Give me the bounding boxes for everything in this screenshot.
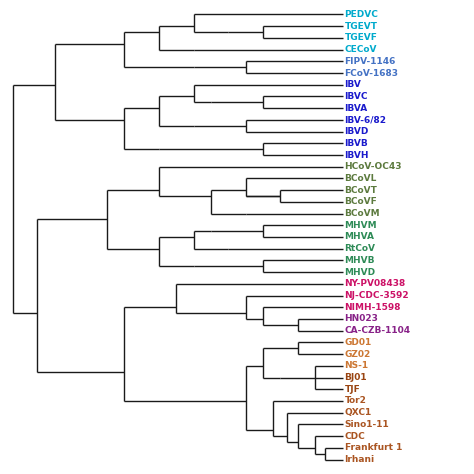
Text: TGEVF: TGEVF bbox=[345, 33, 377, 42]
Text: FCoV-1683: FCoV-1683 bbox=[345, 69, 399, 78]
Text: MHVD: MHVD bbox=[345, 268, 376, 277]
Text: BCoVM: BCoVM bbox=[345, 209, 380, 218]
Text: IBVD: IBVD bbox=[345, 127, 369, 136]
Text: RtCoV: RtCoV bbox=[345, 244, 375, 253]
Text: MHVM: MHVM bbox=[345, 221, 377, 230]
Text: Irhani: Irhani bbox=[345, 455, 374, 464]
Text: IBVH: IBVH bbox=[345, 151, 369, 160]
Text: CDC: CDC bbox=[345, 432, 365, 441]
Text: TJF: TJF bbox=[345, 385, 360, 394]
Text: CA-CZB-1104: CA-CZB-1104 bbox=[345, 326, 410, 335]
Text: QXC1: QXC1 bbox=[345, 408, 372, 417]
Text: MHVB: MHVB bbox=[345, 256, 375, 265]
Text: BCoVL: BCoVL bbox=[345, 174, 377, 183]
Text: Tor2: Tor2 bbox=[345, 396, 366, 405]
Text: HCoV-OC43: HCoV-OC43 bbox=[345, 162, 402, 171]
Text: Sino1-11: Sino1-11 bbox=[345, 420, 389, 429]
Text: TGEVT: TGEVT bbox=[345, 22, 378, 31]
Text: IBVC: IBVC bbox=[345, 92, 368, 101]
Text: MHVA: MHVA bbox=[345, 233, 374, 241]
Text: HN023: HN023 bbox=[345, 314, 378, 323]
Text: IBVB: IBVB bbox=[345, 139, 368, 148]
Text: BCoVT: BCoVT bbox=[345, 186, 377, 195]
Text: PEDVC: PEDVC bbox=[345, 10, 378, 19]
Text: CECoV: CECoV bbox=[345, 45, 377, 54]
Text: IBVA: IBVA bbox=[345, 104, 368, 113]
Text: BCoVF: BCoVF bbox=[345, 197, 377, 206]
Text: BJ01: BJ01 bbox=[345, 373, 367, 382]
Text: GZ02: GZ02 bbox=[345, 350, 371, 359]
Text: NJ-CDC-3592: NJ-CDC-3592 bbox=[345, 291, 409, 300]
Text: IBV: IBV bbox=[345, 80, 362, 89]
Text: NY-PV08438: NY-PV08438 bbox=[345, 279, 406, 288]
Text: NS-1: NS-1 bbox=[345, 361, 369, 370]
Text: FIPV-1146: FIPV-1146 bbox=[345, 57, 396, 66]
Text: GD01: GD01 bbox=[345, 338, 372, 347]
Text: Frankfurt 1: Frankfurt 1 bbox=[345, 443, 402, 452]
Text: IBV-6/82: IBV-6/82 bbox=[345, 115, 387, 124]
Text: NIMH-1598: NIMH-1598 bbox=[345, 303, 401, 312]
